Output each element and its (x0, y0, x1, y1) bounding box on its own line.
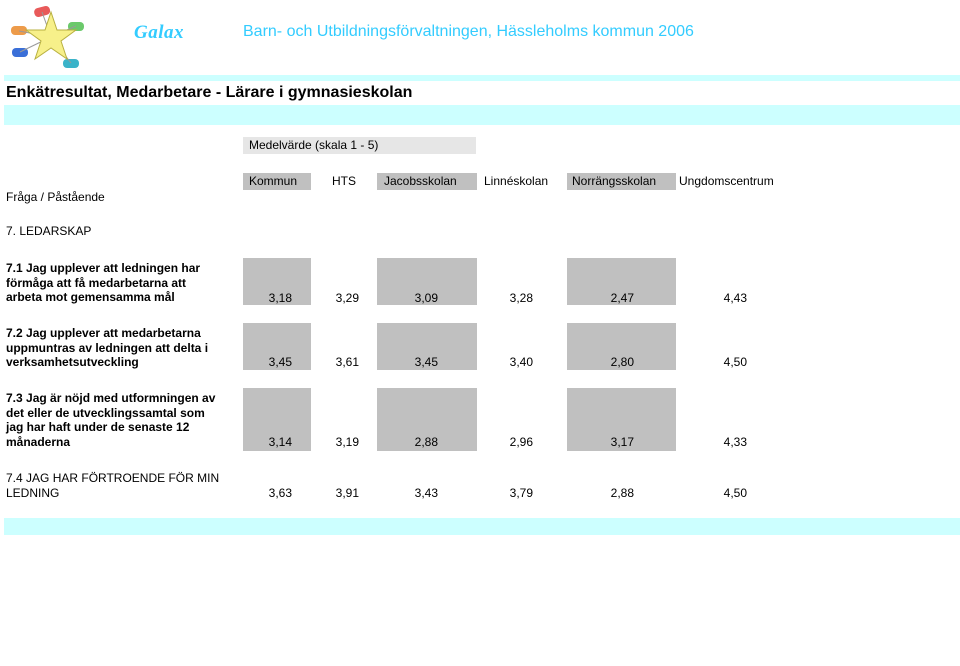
value-norrangsskolan: 2,80 (610, 355, 634, 369)
section-title: 7. LEDARSKAP (6, 224, 92, 238)
value-kommun: 3,14 (268, 435, 292, 449)
value-ungdomscentrum: 4,50 (723, 486, 747, 500)
question-7-4: 7.4 JAG HAR FÖRTROENDE FÖR MIN LEDNING (6, 471, 220, 500)
question-7-3: 7.3 Jag är nöjd med utformningen av det … (6, 391, 216, 449)
footer-band (4, 518, 960, 535)
value-linneskolan: 2,96 (509, 435, 533, 449)
col-header-linneskolan: Linnéskolan (484, 174, 549, 188)
col-header-jacobsskolan: Jacobsskolan (384, 174, 457, 188)
value-jacobsskolan: 3,09 (414, 291, 438, 305)
cell-bg (377, 323, 477, 370)
cell-bg (243, 388, 311, 451)
value-norrangsskolan: 2,88 (610, 486, 634, 500)
header-bg-norrangsskolan (567, 173, 676, 190)
value-hts: 3,19 (335, 435, 359, 449)
top-divider (4, 75, 960, 81)
value-kommun: 3,18 (268, 291, 292, 305)
title-band (4, 105, 960, 125)
value-hts: 3,61 (335, 355, 359, 369)
value-ungdomscentrum: 4,43 (723, 291, 747, 305)
cell-bg (567, 388, 676, 451)
value-linneskolan: 3,28 (509, 291, 533, 305)
value-kommun: 3,45 (268, 355, 292, 369)
question-7-2: 7.2 Jag upplever att medarbetarna uppmun… (6, 326, 209, 369)
cell-bg (567, 323, 676, 370)
value-jacobsskolan: 3,45 (414, 355, 438, 369)
value-hts: 3,29 (335, 291, 359, 305)
value-jacobsskolan: 3,43 (414, 486, 438, 500)
value-jacobsskolan: 2,88 (414, 435, 438, 449)
col-header-hts: HTS (332, 174, 356, 188)
cell-bg (377, 388, 477, 451)
value-kommun: 3,63 (268, 486, 292, 500)
row-header: Fråga / Påstående (6, 190, 105, 204)
cell-bg (243, 258, 311, 305)
value-linneskolan: 3,79 (509, 486, 533, 500)
value-hts: 3,91 (335, 486, 359, 500)
cell-bg (567, 258, 676, 305)
value-norrangsskolan: 2,47 (610, 291, 634, 305)
value-ungdomscentrum: 4,33 (723, 435, 747, 449)
header-bg-kommun (243, 173, 311, 190)
page-title: Enkätresultat, Medarbetare - Lärare i gy… (6, 84, 413, 101)
galax-logo (11, 5, 84, 68)
col-header-kommun: Kommun (249, 174, 298, 188)
question-7-1: 7.1 Jag upplever att ledningen har förmå… (6, 261, 201, 304)
col-header-norrangsskolan: Norrängsskolan (572, 174, 657, 188)
col-header-ungdomscentrum: Ungdomscentrum (679, 174, 774, 188)
cell-bg (243, 323, 311, 370)
value-ungdomscentrum: 4,50 (723, 355, 747, 369)
value-linneskolan: 3,40 (509, 355, 533, 369)
cell-bg (377, 258, 477, 305)
brand-name: Galax (134, 22, 184, 43)
value-norrangsskolan: 3,17 (610, 435, 634, 449)
group-label: Medelvärde (skala 1 - 5) (243, 137, 476, 154)
organization-title: Barn- och Utbildningsförvaltningen, Häss… (243, 23, 694, 40)
header-bg-jacobsskolan (377, 173, 477, 190)
